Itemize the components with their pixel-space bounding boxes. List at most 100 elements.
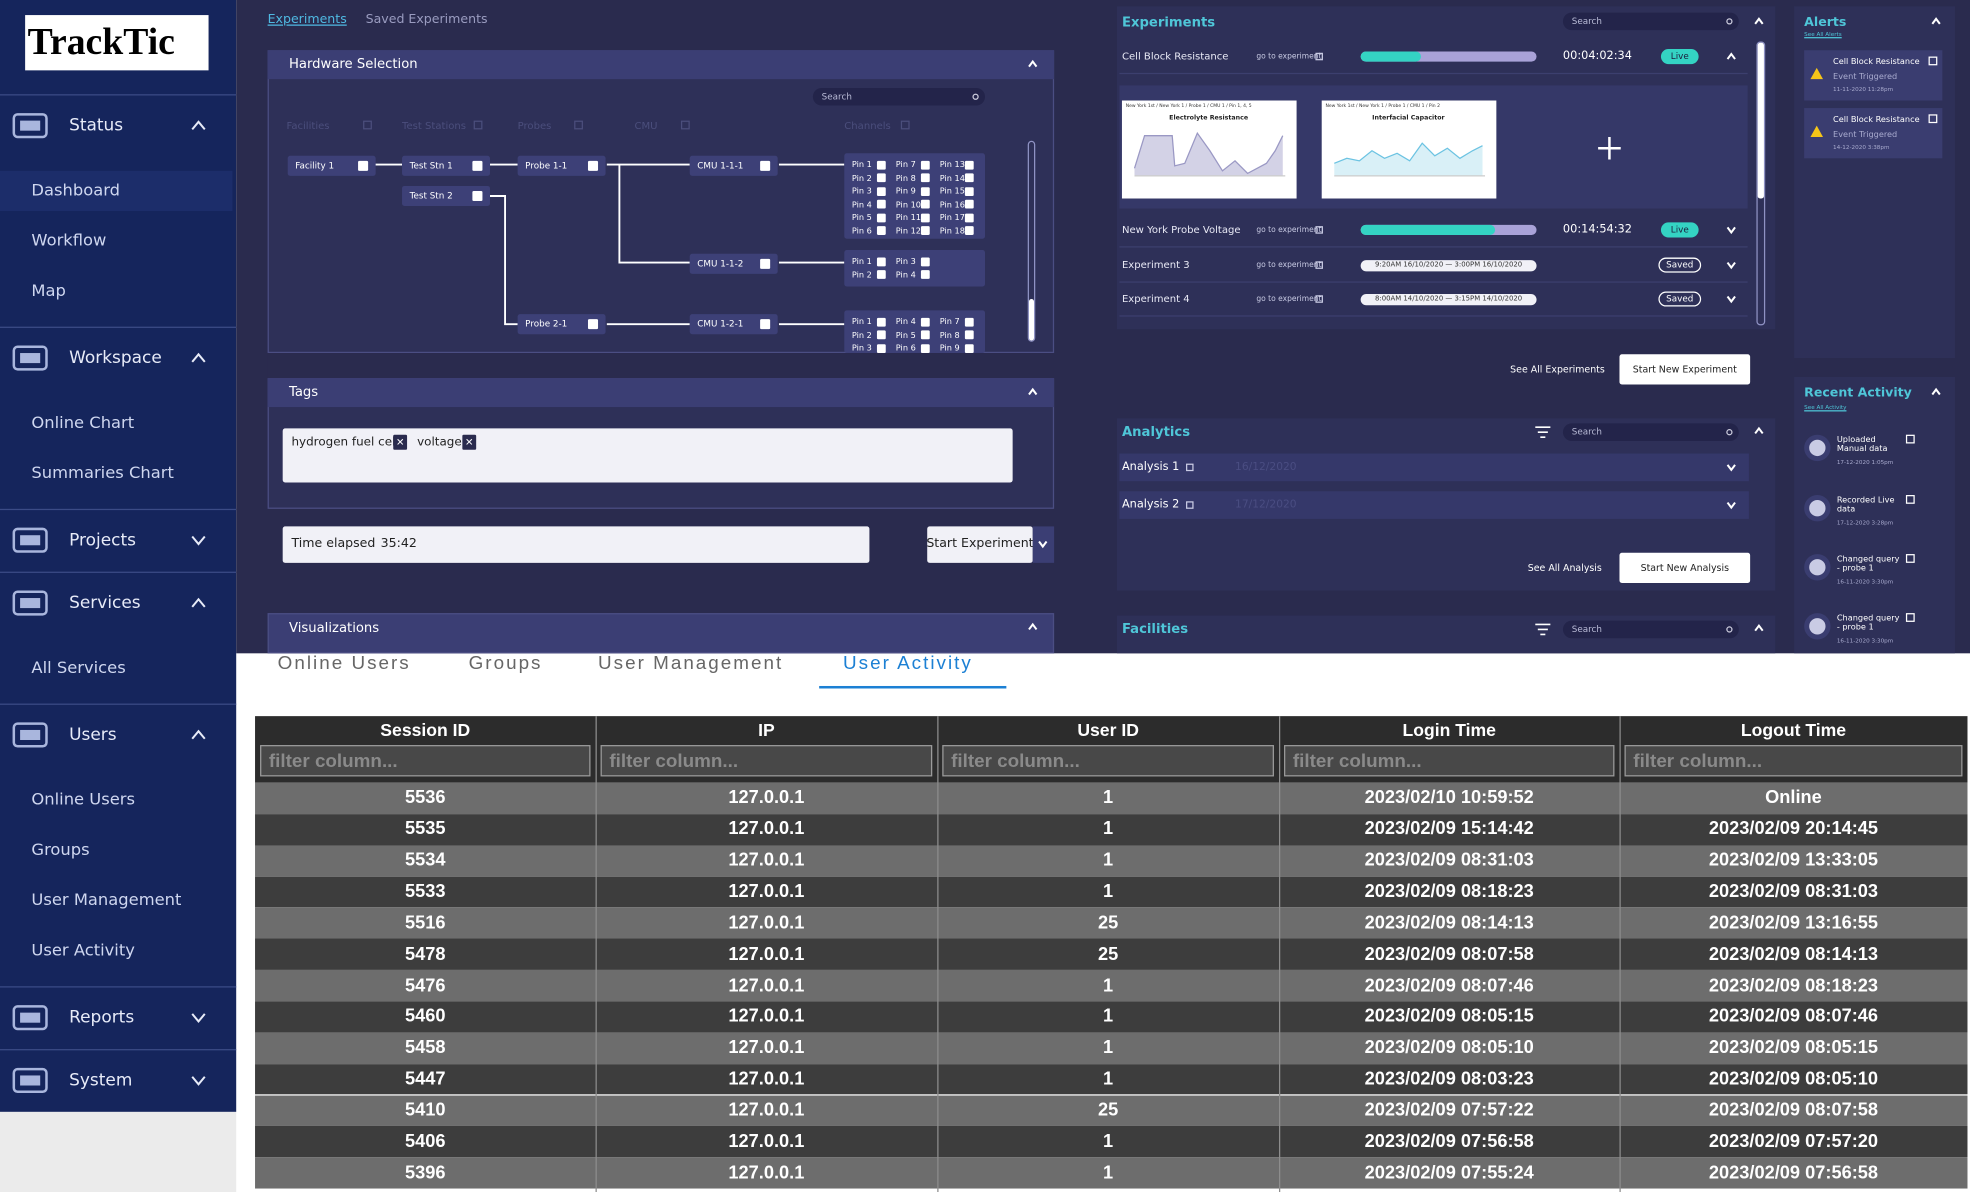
pin-label: Pin 4	[896, 317, 916, 327]
experiment-name[interactable]: New York Probe Voltage	[1122, 224, 1241, 235]
table-cell: 2023/02/09 08:18:23	[1365, 882, 1534, 902]
experiment-time: 00:14:54:32	[1563, 224, 1632, 237]
sidebar-footer	[0, 1112, 236, 1192]
pin-label: Pin 1	[852, 317, 872, 327]
alert-time: 11-11-2020 11:28pm	[1833, 87, 1893, 93]
panel-title: Alerts	[1804, 16, 1846, 30]
checkbox[interactable]	[877, 226, 886, 235]
panel-title: Facilities	[1122, 622, 1188, 637]
filter-placeholder: filter column...	[609, 750, 738, 771]
checkbox[interactable]	[877, 187, 886, 196]
table-cell: 5478	[405, 944, 446, 964]
table-cell: 127.0.0.1	[728, 1007, 804, 1027]
experiment-name[interactable]: Experiment 3	[1122, 259, 1190, 270]
checkbox[interactable]	[965, 330, 974, 339]
chevron	[1726, 294, 1736, 304]
checkbox[interactable]	[877, 344, 886, 353]
table-cell: 2023/02/09 08:05:15	[1709, 1038, 1878, 1058]
checkbox[interactable]	[921, 173, 930, 182]
checkbox[interactable]	[965, 344, 974, 353]
pin-label: Pin 11	[896, 212, 921, 222]
table-cell: 5406	[405, 1132, 446, 1152]
nav-section[interactable]: Users	[69, 725, 117, 745]
checkbox[interactable]	[921, 330, 930, 339]
see-all[interactable]: See All Experiments	[1510, 364, 1605, 375]
checkbox[interactable]	[921, 257, 930, 266]
table-cell: 2023/02/09 07:56:58	[1365, 1132, 1534, 1152]
checkbox[interactable]	[921, 317, 930, 326]
checkbox[interactable]	[921, 226, 930, 235]
checkbox	[588, 319, 598, 329]
filter-placeholder: filter column...	[951, 750, 1080, 771]
checkbox[interactable]	[921, 160, 930, 169]
checkbox[interactable]	[877, 257, 886, 266]
tab-underline	[819, 686, 1006, 689]
analysis-row[interactable]	[1119, 491, 1748, 519]
activity-icon	[1804, 554, 1830, 580]
checkbox[interactable]	[965, 200, 974, 209]
panel-header	[268, 378, 1054, 407]
checkbox[interactable]	[965, 160, 974, 169]
checkbox[interactable]	[877, 173, 886, 182]
node-label: CMU 1-2-1	[697, 319, 743, 329]
alert-status: Event Triggered	[1833, 129, 1897, 139]
nav-section[interactable]: Reports	[69, 1008, 134, 1028]
see-all[interactable]: See All Activity	[1804, 405, 1846, 411]
checkbox[interactable]	[877, 330, 886, 339]
nav-item[interactable]: All Services	[31, 659, 125, 678]
status-label: Saved	[1666, 260, 1693, 270]
checkbox[interactable]	[877, 213, 886, 222]
checkbox[interactable]	[921, 187, 930, 196]
chevron	[191, 727, 206, 742]
see-all[interactable]: See All Analysis	[1528, 562, 1602, 573]
pin-label: Pin 5	[896, 330, 916, 340]
nav-item[interactable]: User Activity	[31, 942, 135, 961]
nav-item[interactable]: Groups	[31, 841, 89, 860]
tab[interactable]: Groups	[469, 653, 543, 674]
checkbox[interactable]	[921, 200, 930, 209]
chart-title: Interfacial Capacitor	[1372, 114, 1444, 122]
table-cell: 5534	[405, 851, 446, 871]
checkbox[interactable]	[877, 317, 886, 326]
tab[interactable]: User Management	[598, 653, 783, 674]
experiment-name[interactable]: Experiment 4	[1122, 293, 1190, 304]
link-icon	[1929, 57, 1938, 66]
column-border	[937, 716, 938, 1192]
experiment-name[interactable]: Cell Block Resistance	[1122, 51, 1229, 62]
tab[interactable]: Online Users	[278, 653, 411, 674]
checkbox[interactable]	[965, 213, 974, 222]
checkbox[interactable]	[877, 270, 886, 279]
activity-text: Changed query - probe 1	[1837, 555, 1900, 573]
checkbox[interactable]	[965, 173, 974, 182]
checkbox[interactable]	[877, 160, 886, 169]
table-cell: 1	[1103, 1038, 1113, 1058]
table-cell: 5536	[405, 788, 446, 808]
experiment-link[interactable]: go to experiment	[1256, 295, 1321, 304]
chevron	[1754, 426, 1764, 436]
row-separator	[1119, 281, 1747, 282]
checkbox[interactable]	[921, 213, 930, 222]
checkbox[interactable]	[877, 200, 886, 209]
row-separator	[1119, 246, 1747, 247]
experiment-link[interactable]: go to experiment	[1256, 226, 1321, 235]
checkbox[interactable]	[965, 226, 974, 235]
pin-label: Pin 3	[896, 256, 916, 266]
alert-title: Cell Block Resistance	[1833, 114, 1920, 124]
see-all[interactable]: See All Alerts	[1804, 32, 1842, 38]
table-cell: 1	[1103, 882, 1113, 902]
analysis-row[interactable]	[1119, 454, 1748, 482]
tab[interactable]: User Activity	[843, 653, 973, 674]
checkbox[interactable]	[921, 270, 930, 279]
nav-section[interactable]: System	[69, 1070, 132, 1090]
checkbox[interactable]	[965, 187, 974, 196]
pin-label: Pin 7	[940, 317, 960, 327]
checkbox[interactable]	[921, 344, 930, 353]
nav-item[interactable]: Online Users	[31, 791, 135, 810]
pin-label: Pin 12	[896, 226, 921, 236]
divider	[0, 704, 236, 705]
checkbox[interactable]	[965, 317, 974, 326]
experiment-link[interactable]: go to experiment	[1256, 261, 1321, 270]
nav-item[interactable]: User Management	[31, 891, 181, 910]
activity-text: Uploaded Manual data	[1837, 436, 1900, 454]
experiment-link[interactable]: go to experiment	[1256, 52, 1321, 61]
